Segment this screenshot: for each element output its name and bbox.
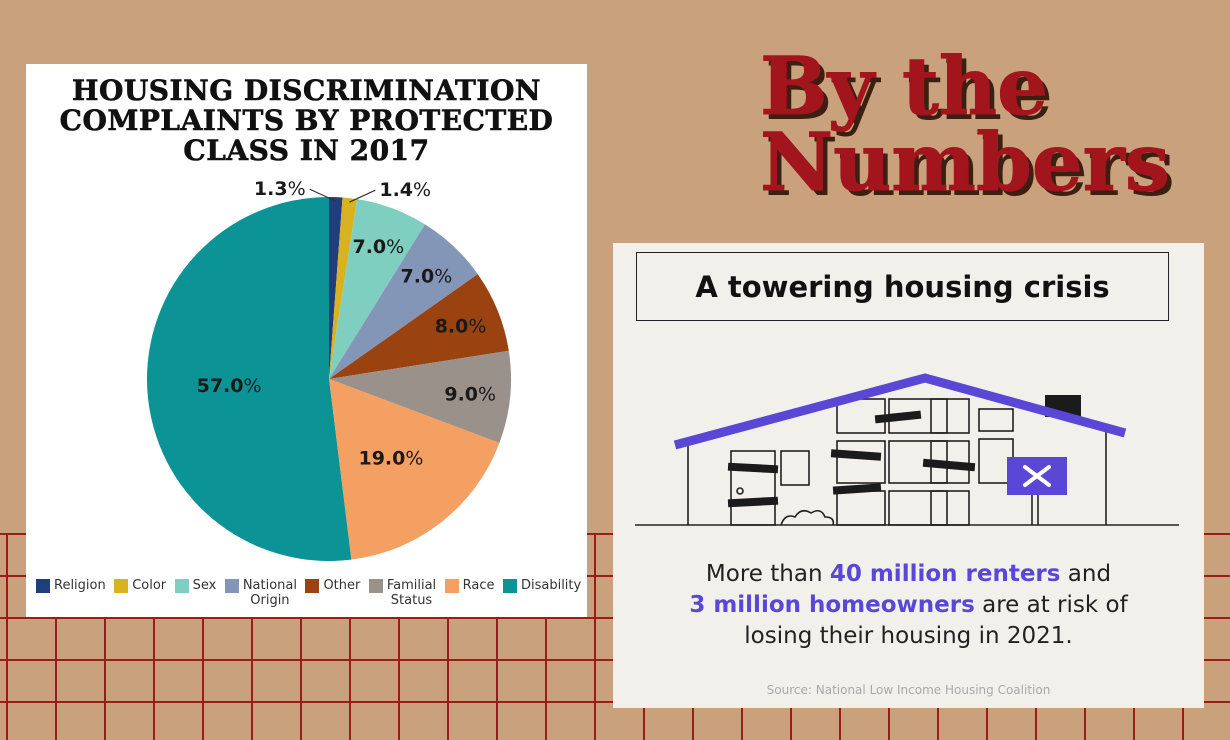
homeowners-highlight: 3 million homeowners (689, 592, 975, 618)
legend-label: Color (132, 578, 167, 593)
headline-line-2: Numbers (760, 115, 1171, 209)
info-text-pre: More than (705, 561, 830, 587)
legend-label: Religion (54, 578, 106, 593)
slice-label-national-origin: 7.0% (401, 266, 453, 288)
pie-slice-sex (329, 199, 425, 379)
pie-slice-race (329, 379, 500, 560)
pie-slice-color (329, 197, 358, 379)
pie-slice-familial-status (329, 350, 511, 444)
legend-swatch (444, 579, 459, 593)
slice-label-race: 19.0% (358, 448, 423, 470)
slice-label-familial-status: 9.0% (444, 383, 496, 405)
legend-label: Race (462, 578, 495, 593)
pie-chart-panel: 1.3% 1.4% 7.0% 7.0% 8.0% 9.0% 19.0% 57.0% HOUSI… (26, 64, 587, 617)
legend-item-race: Race (444, 578, 495, 593)
pie-slice-religion (329, 197, 343, 379)
slice-label-religion: 1.3% (254, 178, 306, 200)
chart-title-line-1: HOUSING DISCRIMINATION (72, 74, 541, 107)
legend-label: Familial Status (386, 578, 437, 608)
legend-item-familial-status: Familial Status (368, 578, 437, 608)
legend-swatch (114, 579, 129, 593)
legend-label: National Origin (242, 578, 297, 608)
info-text-mid: and (1060, 561, 1112, 587)
chart-title: HOUSING DISCRIMINATION COMPLAINTS BY PRO… (26, 74, 587, 167)
legend-label: Disability (520, 578, 582, 593)
source-note: Source: National Low Income Housing Coal… (766, 683, 1051, 697)
legend-swatch (502, 579, 517, 593)
slice-label-sex: 7.0% (352, 236, 404, 258)
legend-swatch (224, 579, 239, 593)
renters-highlight: 40 million renters (829, 561, 1061, 587)
chart-title-line-3: CLASS IN 2017 (183, 134, 430, 167)
house-illustration (635, 373, 1179, 526)
legend-swatch (305, 579, 320, 593)
info-card: A towering housing crisis (613, 243, 1204, 708)
legend-swatch (36, 579, 50, 593)
x-mark-icon (1023, 465, 1051, 487)
info-card-title: A towering housing crisis (636, 252, 1169, 321)
pie-slice-other (329, 274, 509, 379)
legend-item-disability: Disability (502, 578, 582, 593)
legend-item-color: Color (114, 578, 166, 593)
legend-label: Sex (192, 578, 217, 593)
pie-slice-disability (147, 197, 352, 561)
chart-title-line-2: COMPLAINTS BY PROTECTED (59, 104, 554, 137)
legend-item-sex: Sex (174, 578, 217, 593)
legend-swatch (174, 579, 189, 593)
headline-line-1: By the (760, 39, 1049, 133)
legend-item-national-origin: National Origin (224, 578, 297, 608)
legend-label: Other (323, 578, 361, 593)
legend-item-other: Other (305, 578, 360, 593)
slice-label-color: 1.4% (379, 179, 431, 201)
info-card-text: More than 40 million renters and 3 milli… (653, 559, 1164, 652)
pie-chart: 1.3% 1.4% 7.0% 7.0% 8.0% 9.0% 19.0% 57.0% (147, 178, 511, 561)
pie-slice-national-origin (329, 224, 478, 379)
page-headline: By the Numbers (760, 46, 1230, 203)
slice-label-other: 8.0% (435, 316, 487, 338)
chart-legend: Religion Color Sex National Origin Other Famil… (36, 578, 581, 614)
slice-label-disability: 57.0% (197, 375, 262, 397)
info-text-post: are at risk of losing their housing in 2… (744, 592, 1128, 649)
leader-line-color (349, 189, 376, 203)
leader-line-religion (309, 188, 336, 202)
legend-item-religion: Religion (36, 578, 106, 593)
legend-swatch (368, 579, 383, 593)
